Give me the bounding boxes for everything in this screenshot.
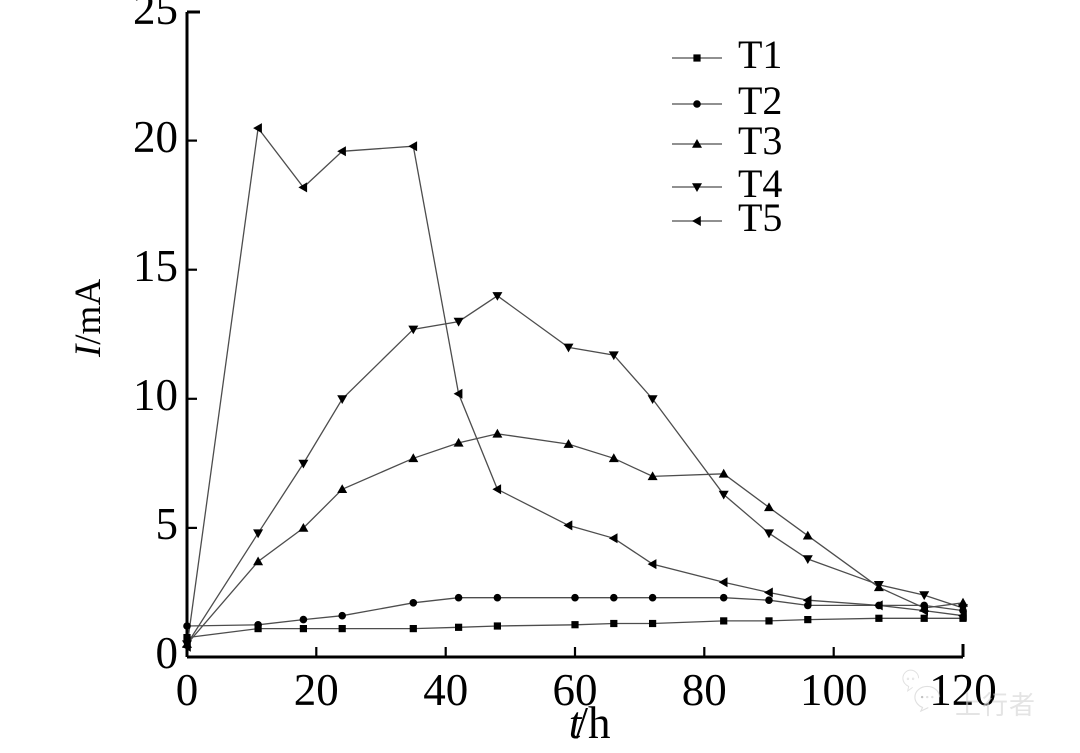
svg-text:T5: T5 [738, 195, 782, 240]
svg-text:/h: /h [575, 698, 610, 748]
svg-text:0: 0 [156, 628, 179, 678]
svg-text:T2: T2 [738, 78, 782, 123]
svg-text:25: 25 [133, 0, 178, 34]
svg-text:5: 5 [156, 499, 179, 549]
svg-text:T3: T3 [738, 118, 782, 163]
svg-text:40: 40 [423, 665, 468, 715]
svg-text:100: 100 [800, 665, 868, 715]
svg-text:20: 20 [294, 665, 339, 715]
svg-text:20: 20 [133, 112, 178, 162]
svg-text:I/mA: I/mA [68, 279, 109, 358]
svg-text:80: 80 [682, 665, 727, 715]
svg-text:15: 15 [133, 241, 178, 291]
svg-text:T1: T1 [738, 32, 782, 77]
svg-text:10: 10 [133, 370, 178, 420]
svg-text:上行者: 上行者 [955, 691, 1036, 720]
svg-text:0: 0 [176, 665, 199, 715]
